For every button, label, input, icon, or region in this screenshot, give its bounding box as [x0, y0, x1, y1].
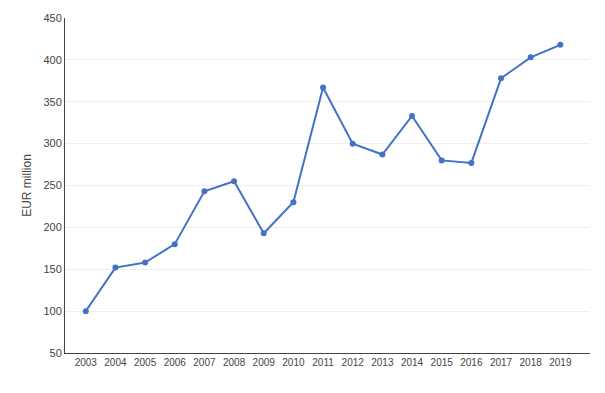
svg-text:2003: 2003	[75, 357, 98, 368]
svg-text:2011: 2011	[312, 357, 334, 368]
svg-text:2017: 2017	[490, 357, 513, 368]
svg-text:2014: 2014	[401, 357, 424, 368]
svg-text:450: 450	[43, 12, 61, 24]
svg-text:2015: 2015	[431, 357, 454, 368]
svg-text:2016: 2016	[460, 357, 483, 368]
svg-text:250: 250	[43, 179, 61, 191]
svg-text:200: 200	[43, 221, 61, 233]
svg-text:400: 400	[43, 54, 61, 66]
svg-text:2012: 2012	[342, 357, 365, 368]
svg-text:2004: 2004	[104, 357, 127, 368]
svg-text:2009: 2009	[253, 357, 276, 368]
svg-text:2008: 2008	[223, 357, 246, 368]
svg-text:2006: 2006	[164, 357, 187, 368]
svg-text:100: 100	[43, 305, 61, 317]
svg-text:2010: 2010	[282, 357, 305, 368]
svg-text:EUR million: EUR million	[20, 154, 34, 217]
svg-text:300: 300	[43, 137, 61, 149]
svg-text:2018: 2018	[520, 357, 543, 368]
svg-text:2007: 2007	[193, 357, 216, 368]
svg-text:2019: 2019	[549, 357, 572, 368]
svg-text:50: 50	[50, 347, 62, 359]
svg-text:150: 150	[43, 263, 61, 275]
svg-text:350: 350	[43, 96, 61, 108]
svg-text:2005: 2005	[134, 357, 157, 368]
svg-text:2013: 2013	[371, 357, 394, 368]
